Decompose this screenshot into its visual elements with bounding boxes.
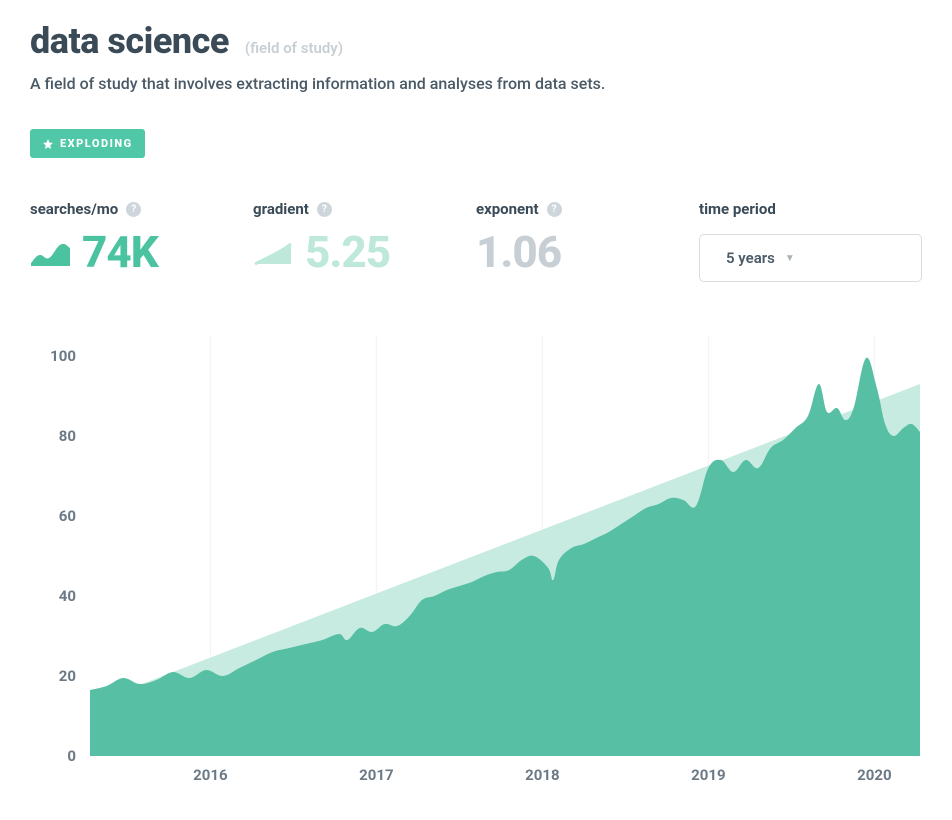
- time-period-control: time period 5 years ▼: [699, 200, 922, 282]
- time-period-label: time period: [699, 200, 776, 218]
- chevron-down-icon: ▼: [785, 253, 795, 264]
- area-blob-icon: [30, 238, 70, 266]
- svg-text:2020: 2020: [857, 766, 891, 784]
- help-icon[interactable]: ?: [547, 202, 562, 217]
- svg-text:40: 40: [59, 587, 76, 605]
- svg-text:2016: 2016: [193, 766, 228, 784]
- chart-svg: 0 20 40 60 80 100 2016 2017 2018 2019 2020: [30, 326, 920, 786]
- star-icon: [42, 138, 54, 150]
- metric-label: searches/mo: [30, 200, 118, 218]
- help-icon[interactable]: ?: [126, 202, 141, 217]
- page-description: A field of study that involves extractin…: [30, 74, 922, 93]
- time-period-select[interactable]: 5 years ▼: [699, 234, 922, 282]
- metric-searches: searches/mo ? 74K: [30, 200, 253, 274]
- time-period-value: 5 years: [726, 249, 775, 267]
- svg-text:2019: 2019: [691, 766, 725, 784]
- svg-text:80: 80: [59, 427, 76, 445]
- svg-text:20: 20: [59, 667, 76, 685]
- svg-text:100: 100: [50, 347, 76, 365]
- page-subtitle: (field of study): [245, 39, 343, 57]
- metric-label: exponent: [476, 200, 539, 218]
- page-title: data science: [30, 20, 229, 62]
- help-icon[interactable]: ?: [317, 202, 332, 217]
- wedge-icon: [253, 238, 293, 266]
- badge-label: EXPLODING: [60, 137, 133, 150]
- metric-value: 1.06: [476, 230, 561, 274]
- metric-value: 74K: [82, 230, 158, 274]
- metric-gradient: gradient ? 5.25: [253, 200, 476, 274]
- metric-exponent: exponent ? 1.06: [476, 200, 699, 274]
- svg-text:60: 60: [59, 507, 76, 525]
- svg-text:2018: 2018: [525, 766, 559, 784]
- trend-chart: 0 20 40 60 80 100 2016 2017 2018 2019 2020: [30, 326, 922, 786]
- svg-text:0: 0: [67, 747, 76, 765]
- metric-value: 5.25: [305, 230, 390, 274]
- metric-label: gradient: [253, 200, 309, 218]
- exploding-badge: EXPLODING: [30, 129, 145, 158]
- svg-text:2017: 2017: [359, 766, 393, 784]
